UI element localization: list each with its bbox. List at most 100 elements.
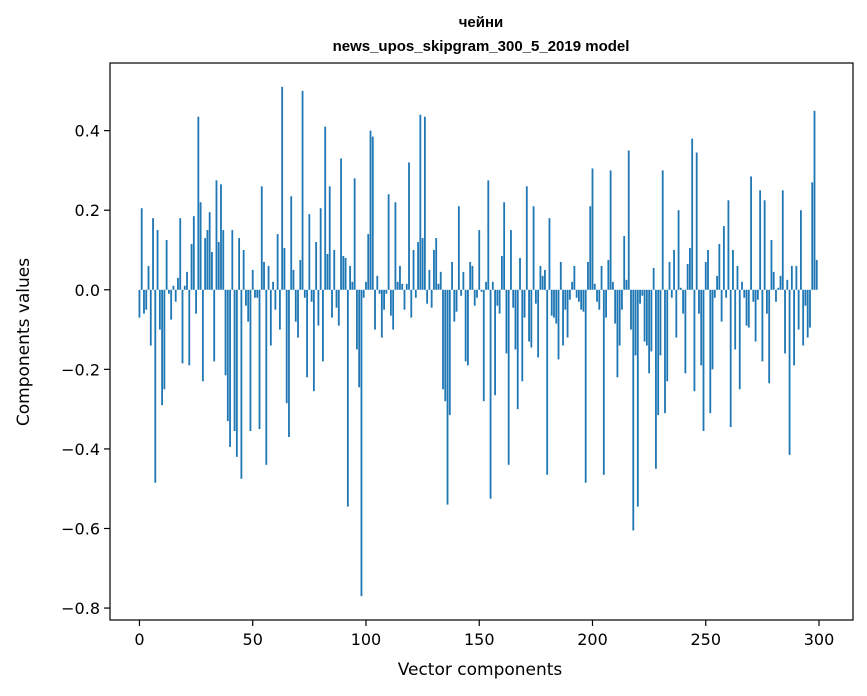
bar-286 [786, 279, 789, 290]
bar-174 [532, 206, 535, 290]
bar-220 [636, 289, 639, 507]
bar-62 [278, 289, 281, 330]
bar-85 [331, 289, 333, 318]
bar-123 [417, 242, 419, 290]
bar-208 [609, 170, 612, 290]
bar-66 [288, 289, 290, 437]
bar-113 [394, 202, 397, 290]
bar-47 [245, 289, 247, 306]
bar-18 [179, 218, 182, 290]
x-tick-label: 200 [577, 630, 608, 649]
bar-99 [362, 289, 365, 298]
y-tick-label: −0.2 [61, 360, 100, 379]
bar-205 [602, 289, 605, 475]
bar-291 [797, 289, 800, 330]
bar-106 [378, 289, 381, 294]
bar-267 [743, 289, 746, 298]
bar-163 [507, 289, 510, 465]
bar-197 [584, 289, 587, 483]
bar-12 [165, 240, 168, 290]
bar-231 [661, 170, 664, 290]
bar-147 [471, 265, 474, 290]
bar-127 [426, 289, 429, 304]
bar-130 [433, 249, 435, 290]
bar-192 [573, 265, 576, 290]
y-tick-label: −0.6 [61, 519, 100, 538]
bar-53 [258, 289, 261, 430]
bar-265 [738, 289, 741, 390]
bar-10 [161, 289, 164, 406]
y-tick-label: 0.4 [75, 122, 100, 141]
bar-262 [732, 249, 734, 290]
bar-297 [811, 182, 814, 290]
bar-219 [634, 289, 637, 356]
bar-240 [682, 289, 685, 314]
bar-153 [485, 281, 487, 290]
bar-58 [269, 289, 272, 346]
bar-42 [233, 289, 236, 432]
bar-223 [643, 289, 646, 342]
bar-13 [167, 289, 170, 294]
bar-27 [199, 202, 202, 290]
bar-246 [695, 152, 698, 290]
bar-52 [256, 289, 259, 298]
bar-26 [197, 116, 200, 290]
bar-125 [421, 238, 424, 290]
bar-20 [183, 285, 186, 290]
bar-3 [145, 289, 148, 310]
bar-204 [600, 265, 603, 290]
bar-117 [403, 289, 406, 310]
bar-89 [340, 158, 342, 290]
bar-90 [342, 255, 345, 290]
bar-51 [254, 289, 256, 298]
x-axis-label: Vector components [398, 660, 563, 680]
bar-121 [412, 249, 415, 290]
bar-75 [308, 214, 311, 290]
bar-41 [231, 230, 234, 290]
bar-97 [358, 289, 361, 388]
bar-84 [328, 186, 331, 290]
x-tick-label: 250 [690, 630, 721, 649]
bar-191 [571, 281, 574, 290]
bar-170 [523, 289, 526, 318]
bar-203 [598, 289, 601, 310]
bar-293 [802, 289, 805, 346]
bar-31 [208, 212, 211, 290]
bar-178 [541, 275, 544, 290]
bar-63 [281, 86, 284, 290]
bar-44 [238, 238, 241, 290]
bar-96 [356, 289, 358, 350]
chart-title-line-2: news_upos_skipgram_300_5_2019 model [333, 38, 630, 55]
bar-185 [557, 289, 560, 360]
bar-107 [380, 289, 383, 338]
bar-276 [763, 200, 766, 290]
bar-17 [177, 277, 179, 290]
bar-98 [360, 289, 363, 597]
bar-233 [666, 289, 669, 382]
bar-168 [519, 257, 521, 290]
bar-245 [693, 289, 696, 392]
bar-274 [759, 190, 762, 290]
bar-65 [285, 289, 288, 404]
bar-186 [559, 261, 562, 290]
bar-272 [754, 289, 757, 342]
bar-189 [566, 289, 569, 338]
bar-268 [745, 289, 748, 326]
bar-124 [419, 114, 422, 290]
bar-290 [795, 265, 798, 290]
y-tick-label: −0.4 [61, 440, 100, 459]
bar-247 [698, 289, 700, 314]
bar-241 [684, 289, 687, 374]
bar-83 [326, 253, 329, 290]
bar-273 [756, 289, 759, 300]
bar-0 [138, 289, 141, 318]
bar-120 [410, 289, 413, 318]
bar-112 [392, 289, 395, 330]
bar-77 [312, 289, 315, 392]
bar-166 [514, 289, 517, 350]
bar-72 [301, 90, 304, 290]
bar-285 [784, 289, 786, 354]
bar-140 [455, 289, 458, 312]
bar-294 [804, 289, 807, 306]
